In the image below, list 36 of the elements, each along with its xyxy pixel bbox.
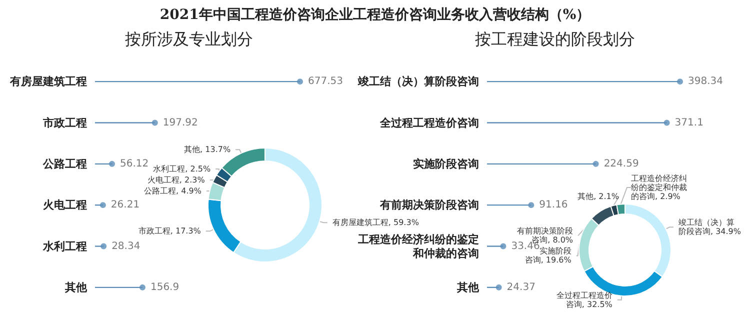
y-tick-label: 市政工程 [42, 116, 87, 130]
data-label: 56.12 [120, 158, 149, 170]
data-label: 24.37 [506, 282, 536, 293]
chart-subtitle: 按工程建设的阶段划分 [475, 30, 635, 48]
y-tick-label: 有房屋建筑工程 [9, 75, 87, 88]
y-tick-label: 水利工程 [42, 240, 87, 253]
slice-label: 其他, 2.1% [578, 192, 620, 201]
slice-label: 竣工结（决）算阶段咨询, 34.9% [678, 218, 742, 236]
y-tick-label: 实施阶段咨询 [413, 157, 479, 170]
data-label: 371.1 [674, 117, 704, 128]
y-tick-label: 有前期决策阶段咨询 [379, 198, 479, 212]
y-tick-label: 火电工程 [43, 198, 87, 212]
text: 2021年中国工程造价咨询企业工程造价咨询业务收入营收结构（%） [158, 6, 592, 24]
slice-label: 工程造价经济纠纷的鉴定和仲裁的咨询, 2.9% [631, 174, 687, 201]
slice-label: 市政工程, 17.3% [138, 226, 202, 236]
data-label: 398.34 [688, 76, 723, 88]
data-label: 156.9 [150, 282, 180, 293]
slice-label: 水利工程, 2.5% [153, 164, 211, 174]
data-label: 91.16 [539, 200, 568, 211]
slice-label: 其他, 13.7% [184, 145, 231, 154]
slice-label: 公路工程, 4.9% [144, 186, 202, 196]
data-label: 197.92 [162, 117, 198, 128]
data-label: 224.59 [604, 158, 639, 170]
y-tick-label: 工程造价经济纠纷的鉴定和仲裁的咨询 [357, 232, 479, 260]
slice-label: 有房屋建筑工程, 59.3% [332, 218, 420, 228]
y-tick-label: 公路工程 [42, 157, 87, 170]
data-label: 26.21 [110, 200, 140, 211]
data-label: 677.53 [308, 76, 343, 88]
data-label: 28.34 [112, 240, 140, 252]
y-tick-label: 全过程工程造价咨询 [379, 116, 479, 130]
y-tick-label: 其他 [64, 280, 88, 294]
slice-label: 全过程工程造价咨询, 32.5% [556, 290, 613, 309]
chart-subtitle: 按所涉及专业划分 [125, 30, 253, 48]
y-tick-label: 竣工结（决）算阶段咨询 [357, 75, 479, 88]
y-tick-label: 其他 [456, 280, 480, 294]
slice-label: 火电工程, 2.3% [147, 175, 206, 184]
